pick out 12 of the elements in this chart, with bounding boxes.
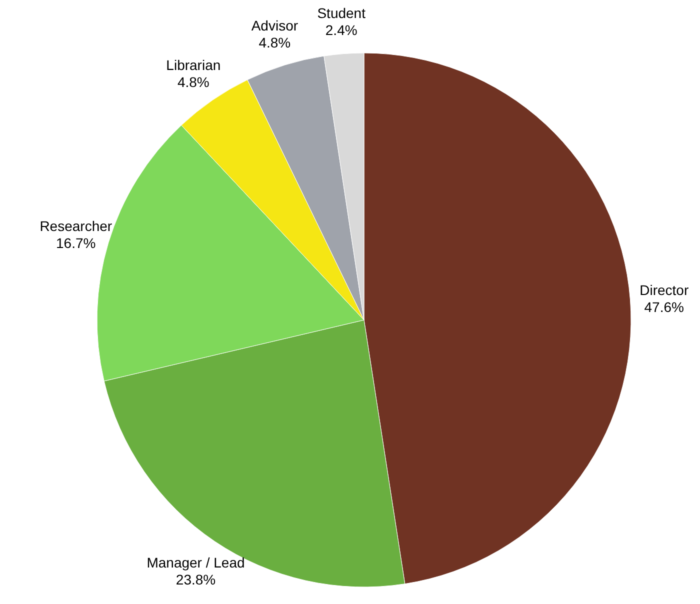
data-label: 4.8% — [258, 34, 291, 51]
data-label: 2.4% — [325, 22, 358, 38]
slice-label: Librarian — [166, 57, 221, 74]
slice-label: Researcher — [40, 218, 112, 234]
slice-label: Manager / Lead — [146, 554, 245, 571]
data-label: 16.7% — [56, 234, 96, 251]
slice-label: Advisor — [251, 18, 298, 34]
data-label: 47.6% — [644, 298, 684, 315]
slice-label: Director — [640, 282, 689, 298]
slice-label: Student — [317, 4, 366, 21]
data-label: 4.8% — [177, 74, 210, 90]
data-label: 23.8% — [176, 572, 216, 588]
